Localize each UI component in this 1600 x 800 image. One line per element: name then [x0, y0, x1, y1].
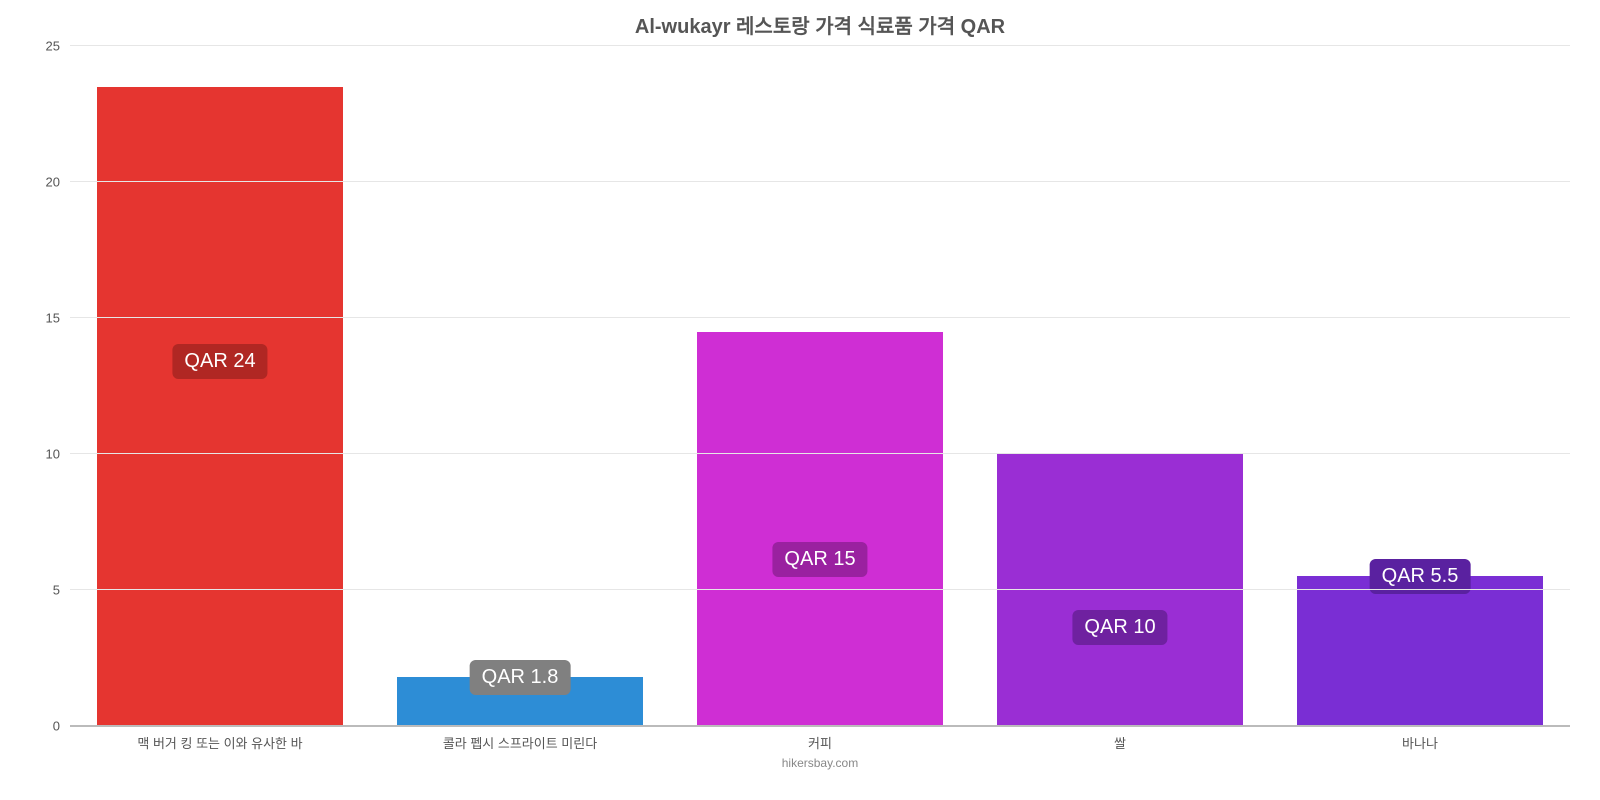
- price-bar-chart: Al-wukayr 레스토랑 가격 식료품 가격 QAR QAR 24 QAR 1…: [0, 0, 1600, 800]
- x-axis-label: 맥 버거 킹 또는 이와 유사한 바: [70, 733, 370, 752]
- x-axis-label: 커피: [670, 733, 970, 752]
- bar-slot: QAR 24: [70, 47, 370, 726]
- value-badge: QAR 10: [1072, 610, 1167, 645]
- bar: QAR 24: [97, 87, 343, 726]
- y-tick-label: 0: [53, 719, 70, 734]
- bar: QAR 5.5: [1297, 576, 1543, 726]
- y-tick-label: 20: [46, 175, 70, 190]
- attribution-text: hikersbay.com: [70, 756, 1570, 770]
- plot-area: QAR 24QAR 1.8QAR 15QAR 10QAR 5.5 0510152…: [70, 47, 1570, 727]
- value-badge: QAR 1.8: [470, 660, 571, 695]
- gridline: [70, 725, 1570, 726]
- gridline: [70, 45, 1570, 46]
- bar: QAR 15: [697, 332, 943, 726]
- x-axis-label: 쌀: [970, 733, 1270, 752]
- x-axis-label: 바나나: [1270, 733, 1570, 752]
- x-axis-label: 콜라 펩시 스프라이트 미린다: [370, 733, 670, 752]
- gridline: [70, 453, 1570, 454]
- y-tick-label: 15: [46, 311, 70, 326]
- y-tick-label: 25: [46, 39, 70, 54]
- bar: QAR 10: [997, 454, 1243, 726]
- value-badge: QAR 24: [172, 344, 267, 379]
- gridline: [70, 589, 1570, 590]
- y-tick-label: 5: [53, 583, 70, 598]
- bar-slot: QAR 15: [670, 47, 970, 726]
- bar-slot: QAR 10: [970, 47, 1270, 726]
- bar-slot: QAR 1.8: [370, 47, 670, 726]
- bars-container: QAR 24 QAR 1.8 QAR 15 QAR 10 QAR 5.5: [70, 47, 1570, 726]
- y-tick-label: 10: [46, 447, 70, 462]
- x-axis-labels: 맥 버거 킹 또는 이와 유사한 바콜라 펩시 스프라이트 미린다커피쌀바나나: [70, 733, 1570, 752]
- value-badge: QAR 15: [772, 542, 867, 577]
- gridline: [70, 181, 1570, 182]
- gridline: [70, 317, 1570, 318]
- bar-slot: QAR 5.5: [1270, 47, 1570, 726]
- chart-title: Al-wukayr 레스토랑 가격 식료품 가격 QAR: [70, 10, 1570, 39]
- bar: QAR 1.8: [397, 677, 643, 726]
